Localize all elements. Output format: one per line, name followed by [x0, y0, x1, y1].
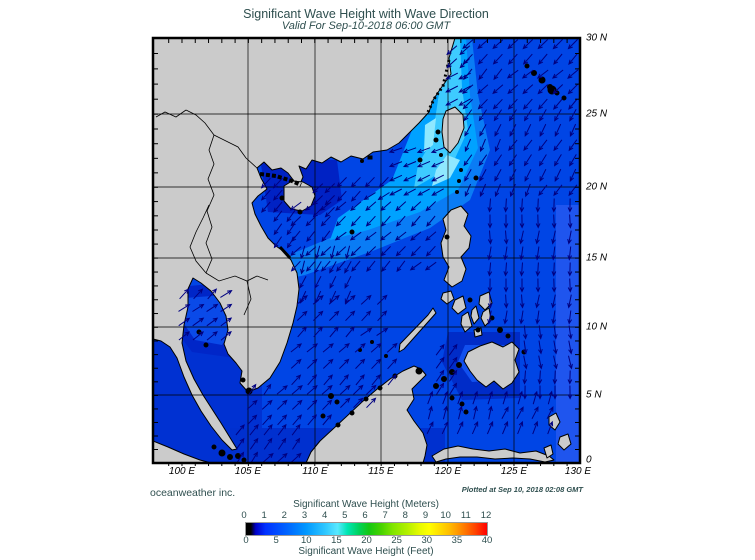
feet-tick: 35 — [451, 535, 463, 546]
meters-tick: 8 — [402, 510, 408, 521]
island-palawan — [398, 307, 437, 353]
meters-tick: 5 — [342, 510, 348, 521]
legend-feet-caption: Significant Wave Height (Feet) — [298, 546, 434, 557]
y-axis-label: 25 N — [586, 108, 608, 120]
feet-tick: 5 — [273, 535, 279, 546]
meters-tick: 1 — [261, 510, 267, 521]
meters-tick: 10 — [440, 510, 451, 521]
legend-meters-caption: Significant Wave Height (Meters) — [293, 499, 439, 510]
island-taiwan — [441, 106, 465, 154]
island-sumatra — [153, 440, 212, 463]
chart-title: Significant Wave Height with Wave Direct… — [243, 7, 489, 21]
x-axis-label: 105 E — [234, 466, 262, 477]
island-sulawesi — [431, 445, 555, 463]
feet-tick: 40 — [481, 535, 493, 546]
meters-tick: 2 — [281, 510, 287, 521]
x-axis-label: 115 E — [368, 466, 394, 477]
credit-text: oceanweather inc. — [150, 487, 236, 499]
feet-tick: 15 — [331, 535, 342, 546]
meters-tick: 0 — [241, 510, 247, 521]
x-axis-label: 130 E — [564, 466, 592, 477]
island-luzon — [440, 205, 472, 288]
y-axis-label: 5 N — [586, 389, 602, 401]
chart-subtitle: Valid For Sep-10-2018 06:00 GMT — [281, 20, 451, 32]
meters-tick: 9 — [422, 510, 429, 521]
island-borneo — [305, 365, 428, 463]
island-mindoro — [440, 290, 455, 305]
y-axis-label: 0 — [586, 454, 592, 466]
y-axis-label: 20 N — [586, 181, 608, 193]
x-axis-label: 125 E — [500, 466, 528, 477]
x-axis-label: 120 E — [434, 466, 462, 477]
wave-direction-arrows — [178, 39, 579, 463]
feet-tick: 10 — [300, 535, 312, 546]
feet-tick: 30 — [421, 535, 433, 546]
island-mindanao — [463, 341, 520, 390]
wave-map — [151, 36, 582, 466]
land-mainland-asia — [153, 38, 456, 451]
x-axis-label: 100 E — [168, 466, 196, 477]
meters-tick: 12 — [480, 510, 492, 521]
meters-tick: 7 — [382, 510, 388, 521]
map-frame — [151, 36, 582, 465]
feet-tick: 0 — [243, 535, 249, 546]
plotted-at-text: Plotted at Sep 10, 2018 02:08 GMT — [461, 485, 583, 494]
x-axis-label: 110 E — [302, 466, 328, 477]
meters-tick: 4 — [322, 510, 328, 521]
land-masses — [153, 38, 572, 463]
meters-tick: 11 — [460, 510, 471, 521]
graticule — [153, 38, 580, 463]
y-axis-label: 30 N — [586, 32, 608, 44]
feet-tick: 25 — [391, 535, 402, 546]
meters-tick: 6 — [362, 510, 368, 521]
colorbar — [245, 522, 488, 536]
meters-tick: 3 — [301, 510, 308, 521]
feet-tick: 20 — [361, 535, 372, 546]
y-axis-label: 10 N — [586, 321, 608, 333]
y-axis-label: 15 N — [586, 252, 608, 264]
